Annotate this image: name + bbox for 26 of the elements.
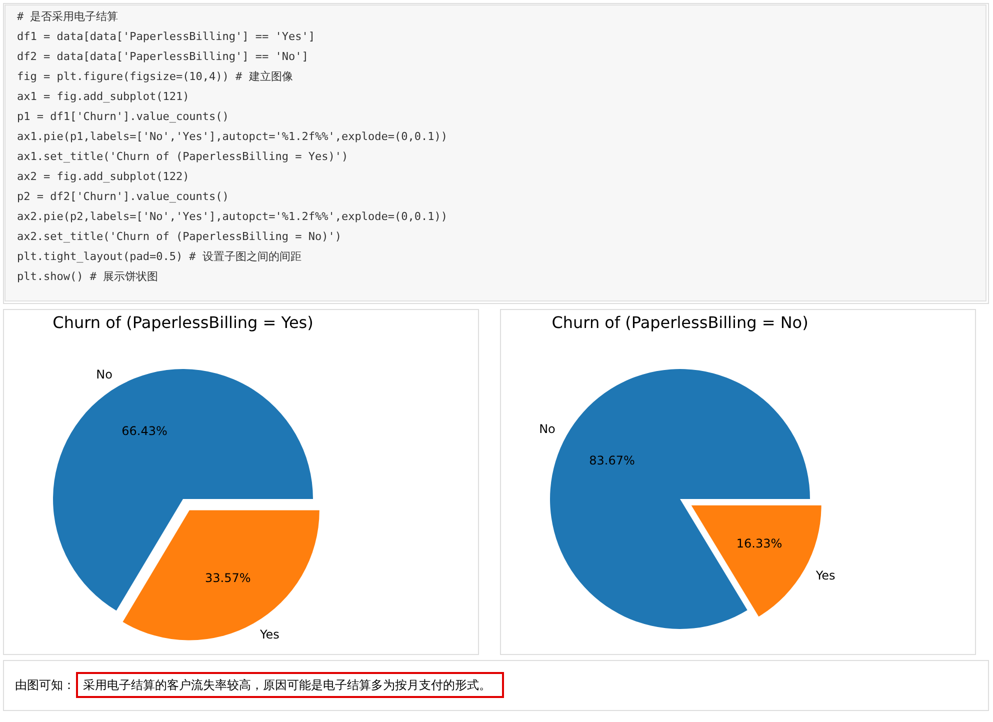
text: ax1 = fig.add_subplot(121) [17, 90, 190, 103]
text: 由图可知： [15, 678, 75, 692]
text: 采用电子结算的客户流失率较高，原因可能是电子结算多为按月支付的形式。 [83, 678, 491, 692]
text: ax1.set_title('Churn of (PaperlessBilling = Yes)') [17, 150, 348, 163]
text: ax1.pie(p1,labels=['No','Yes'],autopct='%1.2f%%',explode=(0,0.1)) [17, 130, 448, 143]
slice-label: No [96, 368, 112, 382]
chart-title: Churn of (PaperlessBilling = No) [552, 313, 808, 332]
text: p2 = df2['Churn'].value_counts() [17, 190, 229, 203]
text: plt.show() # 展示饼状图 [17, 270, 158, 283]
text: # 是否采用电子结算 [17, 10, 118, 23]
text: plt.tight_layout(pad=0.5) # 设置子图之间的间距 [17, 250, 302, 263]
data-label: 16.33% [736, 536, 782, 551]
data-label: 33.57% [205, 571, 251, 586]
text: ax2 = fig.add_subplot(122) [17, 170, 190, 183]
chart-title: Churn of (PaperlessBilling = Yes) [52, 313, 314, 332]
slice-label: No [539, 422, 556, 436]
data-label: 66.43% [122, 424, 168, 438]
text: p1 = df1['Churn'].value_counts() [17, 110, 229, 123]
text: df2 = data[data['PaperlessBilling'] == 'No'] [17, 50, 308, 63]
text: df1 = data[data['PaperlessBilling'] == 'Yes'] [17, 30, 316, 43]
data-label: 83.67% [589, 454, 635, 468]
text: ax2.pie(p2,labels=['No','Yes'],autopct='%1.2f%%',explode=(0,0.1)) [17, 210, 448, 223]
slice-label: Yes [258, 628, 280, 642]
text: fig = plt.figure(figsize=(10,4)) # 建立图像 [17, 70, 293, 83]
text: ax2.set_title('Churn of (PaperlessBilling = No)') [17, 230, 342, 243]
slice-label: Yes [814, 568, 836, 583]
